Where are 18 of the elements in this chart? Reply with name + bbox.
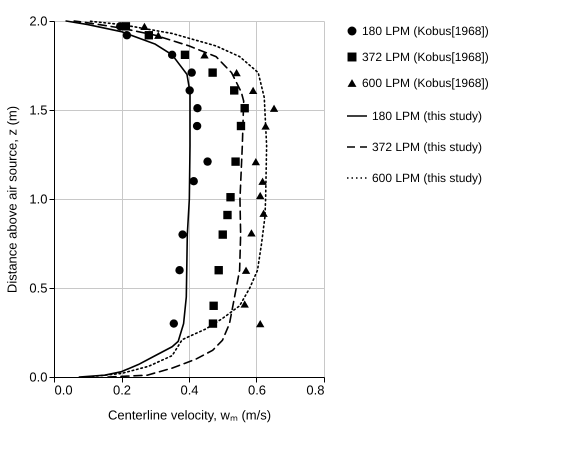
y-axis-title: Distance above air source, z (m)	[4, 106, 20, 294]
x-tick-label: 0.8	[306, 382, 324, 398]
x-tick-label: 0.2	[112, 382, 132, 398]
legend-label: 372 LPM (this study)	[372, 140, 482, 154]
y-tick-label: 1.0	[29, 192, 48, 206]
y-tick-label: 0.5	[29, 280, 48, 296]
x-tick-label: 0.0	[54, 382, 73, 398]
y-tick-label: 1.5	[29, 102, 48, 118]
legend-label: 180 LPM (Kobus[1968])	[362, 24, 489, 38]
x-tick-label: 0.4	[180, 382, 199, 398]
x-tick-label: 0.6	[248, 382, 266, 398]
x-axis-title: Centerline velocity, wₘ (m/s)	[108, 408, 272, 422]
legend-label: 600 LPM (this study)	[372, 171, 482, 185]
y-tick-label: 0.0	[29, 370, 48, 384]
legend-label: 180 LPM (this study)	[372, 109, 482, 123]
legend-label: 600 LPM (Kobus[1968])	[362, 76, 489, 90]
legend-label: 372 LPM (Kobus[1968])	[362, 50, 489, 64]
y-tick-label: 2.0	[29, 14, 48, 28]
